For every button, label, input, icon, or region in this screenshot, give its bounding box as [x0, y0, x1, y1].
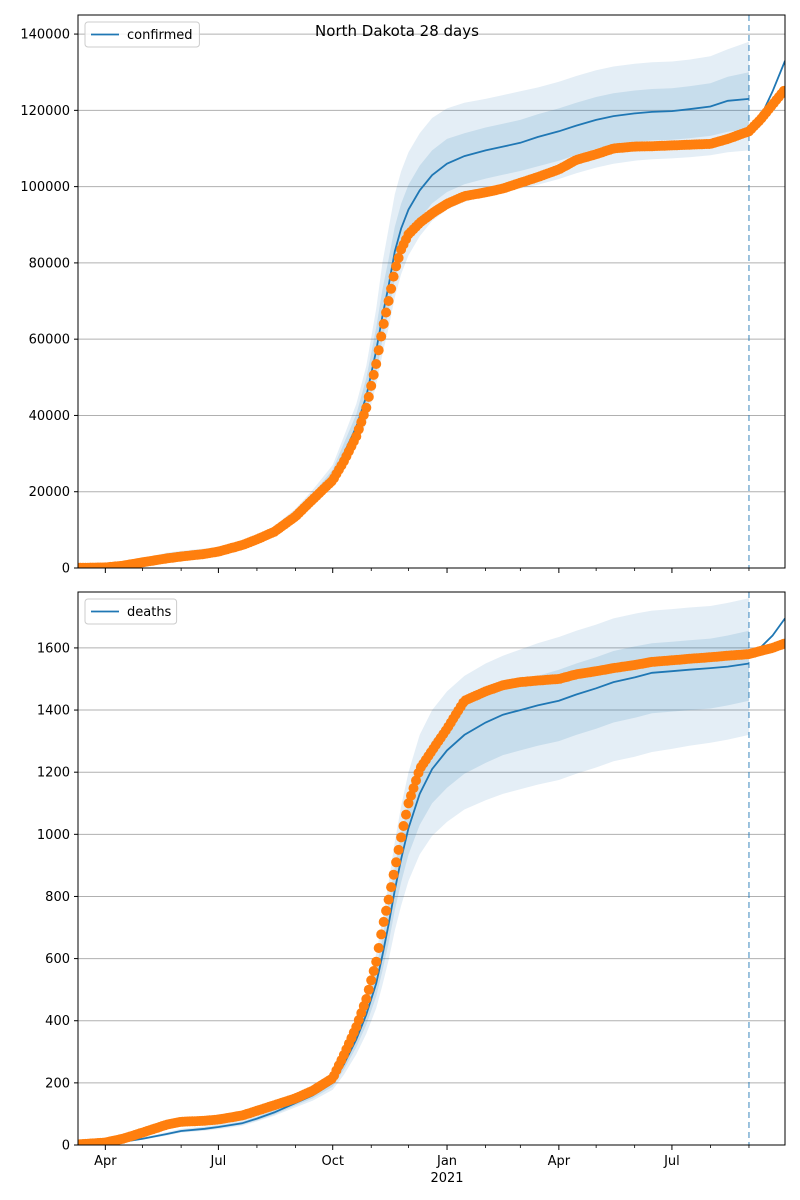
- legend-label: confirmed: [127, 28, 193, 43]
- y-tick-label: 0: [62, 1139, 70, 1154]
- observed-point: [371, 359, 382, 369]
- observed-point: [386, 882, 397, 893]
- observed-point: [778, 85, 785, 96]
- y-tick-label: 400: [45, 1014, 70, 1029]
- observed-point: [393, 844, 404, 855]
- observed-point: [366, 975, 377, 986]
- axes-frame: [77, 14, 786, 569]
- observed-point: [406, 790, 416, 801]
- y-tick-label: 800: [45, 890, 70, 905]
- legend-label: deaths: [127, 605, 172, 620]
- y-tick-label: 120000: [20, 104, 70, 119]
- x-tick-label: Apr: [94, 1154, 117, 1169]
- axes-frame: [77, 591, 786, 1146]
- observed-point: [388, 869, 399, 880]
- observed-point: [361, 994, 372, 1004]
- observed-point: [373, 345, 384, 356]
- uncertainty-band: [78, 41, 749, 568]
- observed-point: [361, 402, 372, 413]
- observed-point: [391, 261, 402, 272]
- uncertainty-band: [78, 72, 749, 568]
- y-tick-label: 80000: [29, 256, 70, 271]
- observed-point: [403, 798, 414, 809]
- observed-point: [378, 916, 389, 927]
- deaths-panel: 0 200 400 600 800 1000 1200 1400 1600 Apr Jul Oct Ja…: [37, 591, 786, 1186]
- observed-point: [381, 905, 392, 916]
- x-tick-label: Oct: [321, 1154, 343, 1169]
- y-tick-label: 1000: [37, 828, 70, 843]
- observed-point: [391, 857, 402, 868]
- legend: deaths: [84, 598, 178, 625]
- observed-point: [366, 380, 377, 391]
- y-tick-label: 100000: [20, 180, 70, 195]
- legend-box: [84, 598, 178, 625]
- observed-point: [363, 984, 374, 995]
- observed-point: [386, 283, 397, 294]
- x-tick-label: Jul: [210, 1154, 227, 1169]
- y-tick-label: 20000: [29, 485, 70, 500]
- observed-point: [408, 783, 419, 794]
- legend-box: [84, 21, 200, 48]
- legend: confirmed: [84, 21, 200, 48]
- observed-point: [373, 943, 384, 953]
- observed-point: [388, 271, 399, 282]
- observed-point: [383, 894, 394, 905]
- chart-title: North Dakota 28 days: [315, 22, 479, 40]
- y-tick-label: 40000: [29, 409, 70, 424]
- uncertainty-band: [78, 598, 749, 1145]
- y-tick-label: 140000: [20, 28, 70, 43]
- observed-point: [363, 391, 374, 402]
- y-tick-label: 60000: [29, 333, 70, 348]
- observed-point: [371, 956, 382, 967]
- x-tick-label: Apr: [548, 1154, 571, 1169]
- observed-point: [398, 821, 409, 831]
- observed-point: [381, 307, 392, 318]
- x-tick-label: Jul: [663, 1154, 680, 1169]
- observed-point: [378, 318, 389, 329]
- plot-area: [78, 15, 785, 568]
- y-tick-label: 1400: [37, 704, 70, 719]
- confirmed-panel: 0 20000 40000 60000 80000 100000 120000 140000 c…: [20, 14, 786, 577]
- x-tick-label: Jan: [436, 1154, 457, 1169]
- observed-point: [778, 638, 785, 649]
- observed-point: [368, 369, 379, 380]
- y-tick-label: 1200: [37, 766, 70, 781]
- observed-point: [383, 296, 394, 306]
- observed-point: [411, 775, 421, 786]
- observed-point: [396, 832, 407, 843]
- observed-point: [376, 929, 387, 940]
- y-tick-label: 200: [45, 1076, 70, 1091]
- uncertainty-band: [78, 630, 749, 1145]
- y-tick-label: 0: [62, 562, 70, 577]
- observed-point: [376, 331, 387, 342]
- observed-point: [401, 809, 411, 820]
- y-tick-label: 600: [45, 952, 70, 967]
- observed-point: [368, 966, 379, 976]
- x-year-label: 2021: [430, 1171, 463, 1186]
- plot-area: [78, 592, 785, 1145]
- observed-point: [393, 252, 404, 263]
- y-tick-label: 1600: [37, 641, 70, 656]
